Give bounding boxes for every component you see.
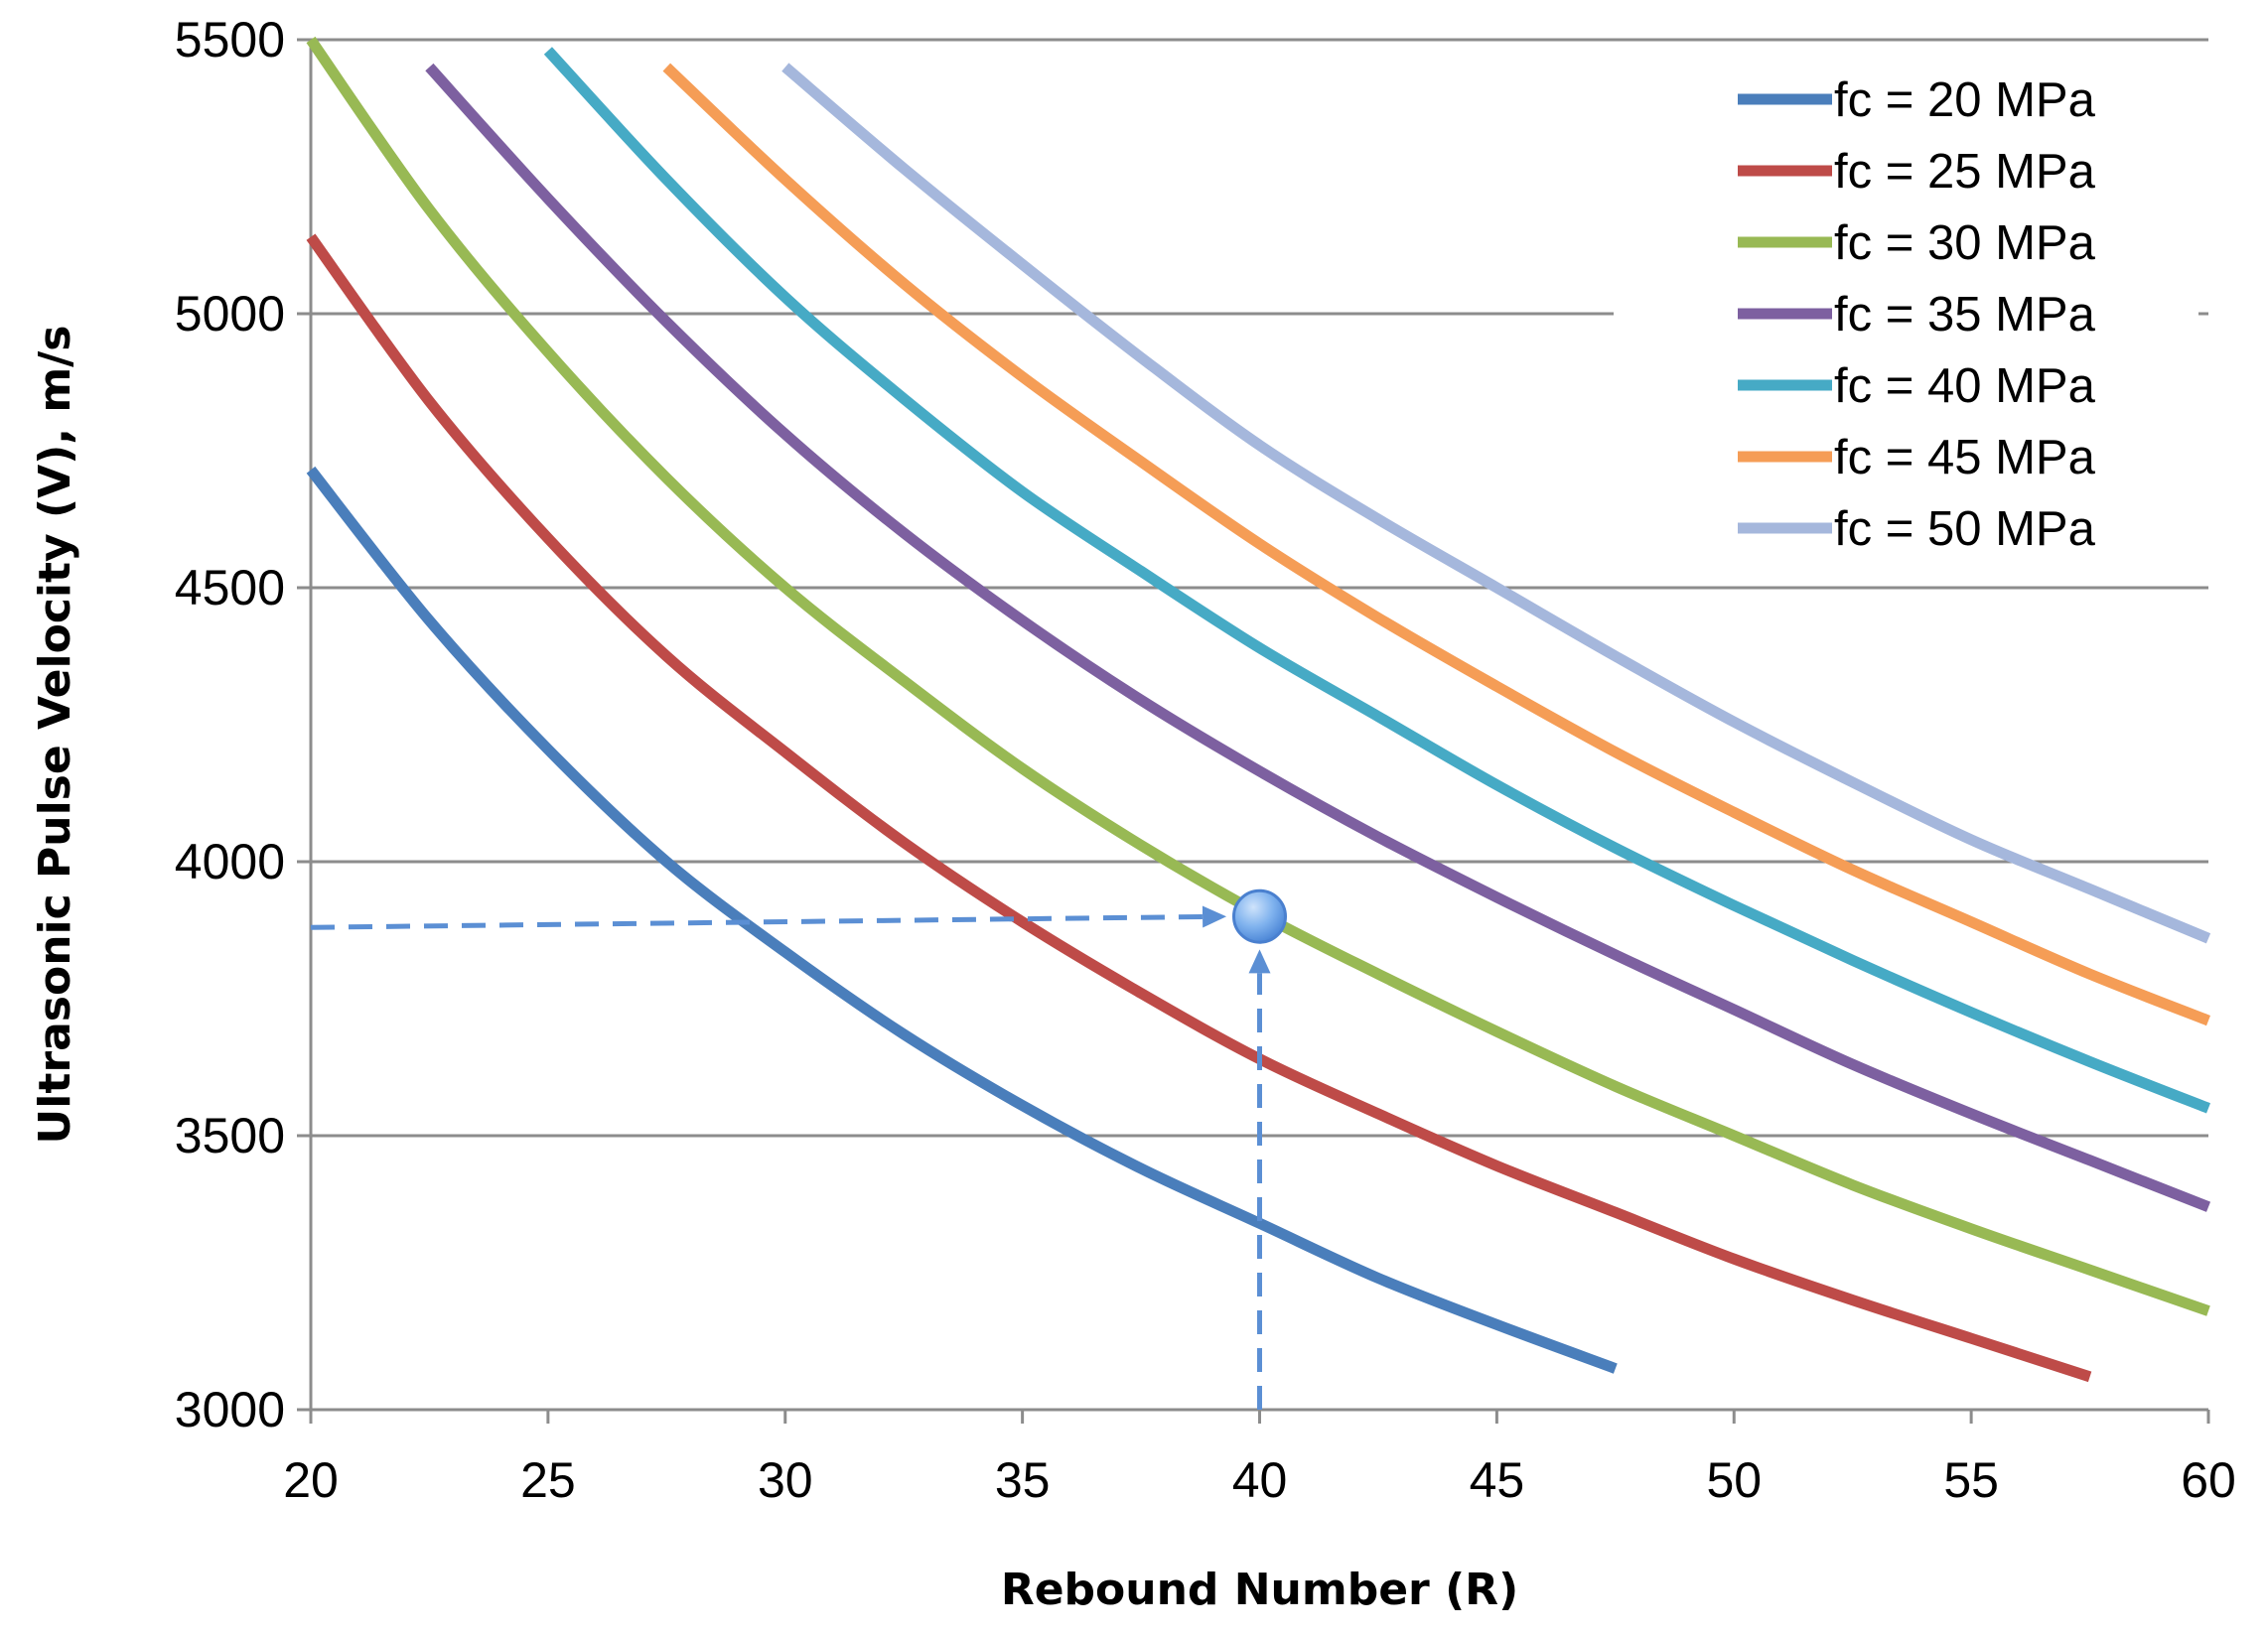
arrow-head: [1202, 905, 1227, 928]
series-line-1: [306, 466, 1618, 1374]
x-tick-label: 60: [2181, 1452, 2236, 1508]
legend-label: fc = 25 MPa: [1834, 145, 2096, 199]
annotations: [310, 888, 1287, 1410]
legend-label: fc = 20 MPa: [1834, 73, 2096, 127]
y-tick-label: 3000: [175, 1382, 285, 1437]
y-tick-labels: 3000 3500 4000 4500 5000 5500: [175, 12, 285, 1437]
legend: fc = 20 MPa fc = 25 MPa fc = 30 MPa fc = 35…: [1614, 50, 2198, 580]
y-tick-label: 5500: [175, 12, 285, 68]
y-tick-label: 3500: [175, 1108, 285, 1163]
x-tick-label: 45: [1470, 1452, 1525, 1508]
x-tick-label: 30: [758, 1452, 813, 1508]
x-tick-labels: 20 25 30 35 40 45 50 55 60: [283, 1452, 2236, 1508]
legend-label: fc = 45 MPa: [1834, 431, 2096, 484]
legend-label: fc = 50 MPa: [1834, 502, 2096, 556]
series-line-6: [662, 63, 2210, 1026]
series-line-3: [306, 36, 2210, 1316]
y-tick-label: 4500: [175, 560, 285, 615]
x-tick-label: 55: [1943, 1452, 1999, 1508]
x-tick-label: 50: [1706, 1452, 1762, 1508]
y-tick-label: 4000: [175, 834, 285, 889]
arrow-head: [1248, 949, 1271, 974]
x-tick-label: 40: [1232, 1452, 1288, 1508]
legend-label: fc = 35 MPa: [1834, 288, 2096, 341]
series-line-5: [543, 47, 2210, 1114]
series-line-4: [425, 63, 2210, 1212]
series-line-2: [306, 233, 2092, 1383]
x-tick-label: 20: [283, 1452, 339, 1508]
x-axis-title: Rebound Number (R): [1001, 1565, 1518, 1615]
series-line-7: [781, 63, 2210, 944]
legend-background: [1614, 50, 2198, 580]
y-tick-label: 5000: [175, 286, 285, 341]
series-lines: [306, 36, 2210, 1383]
x-tick-label: 35: [995, 1452, 1051, 1508]
x-tick-label: 25: [520, 1452, 576, 1508]
y-axis-title: Ultrasonic Pulse Velocity (V), m/s: [30, 326, 80, 1145]
legend-label: fc = 40 MPa: [1834, 359, 2096, 413]
legend-label: fc = 30 MPa: [1834, 216, 2096, 270]
highlight-point: [1232, 888, 1287, 944]
